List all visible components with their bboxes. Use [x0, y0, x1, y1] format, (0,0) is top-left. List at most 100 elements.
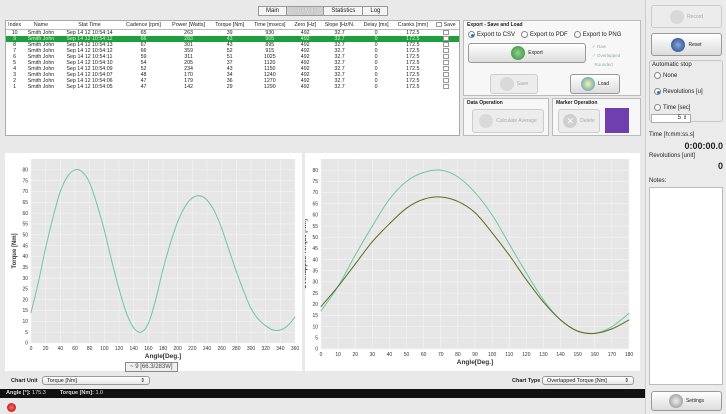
marker-color-swatch[interactable] — [605, 108, 629, 133]
stop-revolutions-radio[interactable]: Revolutions [u] — [650, 82, 722, 101]
tab-log[interactable]: Log — [362, 6, 389, 16]
column-header[interactable]: Power [Watts] — [166, 21, 211, 30]
data-point — [440, 196, 442, 198]
table-row[interactable]: 8 Smith John Sep 14 12 10:54:13 67 301 43 895 4… — [6, 42, 459, 48]
table-cell-save — [433, 84, 459, 90]
column-header[interactable]: Delay [ms] — [359, 21, 393, 30]
radio-icon — [573, 31, 581, 38]
data-point — [354, 254, 356, 256]
stop-none-radio[interactable]: None — [650, 69, 722, 82]
column-header[interactable]: Stat Time — [58, 21, 121, 30]
notes-textarea[interactable] — [649, 187, 723, 385]
record-button[interactable]: Record — [651, 5, 722, 28]
table-cell: 52 — [226, 47, 233, 54]
x-tick-label: 170 — [608, 352, 617, 358]
table-row[interactable]: 2 Smith John Sep 14 12 10:54:06 47 179 36 1270… — [6, 78, 459, 84]
chart-unit-select[interactable]: Torque [Nm] ⇕ — [42, 376, 150, 385]
stop-value-stepper[interactable]: 5 — [651, 114, 691, 123]
table-row[interactable]: 3 Smith John Sep 14 12 10:54:07 48 170 34 1240… — [6, 72, 459, 78]
table-row[interactable]: 7 Smith John Sep 14 12 10:54:12 66 359 52 915 4… — [6, 48, 459, 54]
rounded-checkbox[interactable]: Rounded — [592, 60, 620, 69]
column-header[interactable]: Torque [Nm] — [210, 21, 249, 30]
row-save-checkbox[interactable] — [442, 84, 449, 90]
row-save-checkbox[interactable] — [442, 53, 449, 59]
stop-time-radio[interactable]: Time [sec] — [650, 101, 722, 114]
load-button[interactable]: Load — [570, 74, 620, 94]
tab-analysis[interactable]: Analysis — [286, 6, 325, 16]
y-tick-label: 75 — [312, 179, 318, 185]
table-row[interactable]: 4 Smith John Sep 14 12 10:54:09 52 234 43 1150… — [6, 66, 459, 72]
raw-label: Raw — [597, 44, 607, 49]
data-point — [594, 332, 596, 334]
row-save-checkbox[interactable] — [442, 72, 449, 78]
column-header[interactable]: Zero [Hz] — [290, 21, 320, 30]
export-options: ✓ Raw ✓ Overlapped Rounded — [592, 42, 620, 69]
chart-type-value: Overlapped Torque [Nm] — [547, 377, 607, 384]
data-point — [474, 212, 476, 214]
row-save-checkbox[interactable] — [442, 47, 449, 53]
data-point — [184, 206, 186, 208]
delete-marker-button[interactable]: ✕ Delete — [558, 109, 600, 133]
column-header[interactable]: Time [msecs] — [248, 21, 291, 30]
x-tick-label: 160 — [144, 346, 153, 352]
x-tick-label: 260 — [217, 346, 226, 352]
settings-button[interactable]: Settings — [651, 391, 722, 411]
table-row[interactable]: 5 Smith John Sep 14 12 10:54:10 54 205 37 1120… — [6, 60, 459, 66]
data-point — [406, 180, 408, 182]
row-save-checkbox[interactable] — [442, 41, 449, 47]
radio-icon — [521, 31, 529, 38]
reset-button[interactable]: Reset — [651, 33, 722, 56]
export-pdf-radio[interactable]: Export to PDF — [521, 31, 568, 38]
data-point — [388, 223, 390, 225]
stop-revolutions-label: Revolutions [u] — [663, 89, 703, 96]
column-header[interactable]: Cranks [mm] — [392, 21, 433, 30]
save-all-checkbox[interactable] — [436, 21, 443, 27]
data-point — [337, 285, 339, 287]
data-point — [103, 229, 105, 231]
torque-chart[interactable]: 0 20 40 60 80 100 120 140 160 180 200 220 240 260 280 3… — [5, 153, 302, 371]
x-tick-label: 160 — [591, 352, 600, 358]
export-format-group: Export to CSV Export to PDF Export to PN… — [468, 31, 621, 38]
column-header[interactable]: Index — [6, 21, 24, 30]
calculate-average-button[interactable]: Calculate Average — [472, 109, 544, 133]
row-save-checkbox[interactable] — [442, 35, 449, 41]
column-header[interactable]: Name — [23, 21, 59, 30]
y-tick-label: 30 — [22, 276, 28, 282]
table-cell: 905 — [248, 35, 291, 42]
delete-icon: ✕ — [563, 114, 578, 128]
raw-checkbox[interactable]: ✓ Raw — [592, 44, 607, 49]
save-button[interactable]: Save — [490, 74, 538, 94]
table-cell: 0 — [359, 35, 393, 42]
table-row[interactable]: 9 Smith John Sep 14 12 10:54:12 66 283 43 905 4… — [6, 35, 459, 42]
column-header-save[interactable]: Save — [432, 21, 459, 30]
export-png-radio[interactable]: Export to PNG — [573, 31, 621, 38]
table-cell: 34 — [226, 72, 233, 79]
row-save-checkbox[interactable] — [442, 29, 449, 35]
table-cell: 66 — [120, 35, 167, 42]
table-cell: 54 — [140, 59, 147, 66]
table-row[interactable]: 10 Smith John Sep 14 12 10:54:14 65 263 39 930… — [6, 29, 459, 36]
table-cell: 172.5 — [406, 53, 420, 60]
table-row[interactable]: 1 Smith John Sep 14 12 10:54:05 47 142 29 1290… — [6, 84, 459, 90]
overlapped-checkbox[interactable]: ✓ Overlapped — [592, 53, 621, 58]
export-button[interactable]: Export — [468, 43, 586, 63]
sessions-table[interactable]: Index Name Stat Time Cadence [rpm] Power [Wa… — [5, 20, 460, 136]
table-cell: 492 — [300, 53, 310, 60]
save-icon — [499, 77, 514, 91]
column-header[interactable]: Cadence [rpm] — [120, 21, 167, 30]
overlapped-chart[interactable]: 0 10 20 30 40 50 60 70 80 90 100 110 120 130 140 150 160… — [302, 153, 640, 371]
data-point — [611, 328, 613, 330]
row-save-checkbox[interactable] — [442, 60, 449, 66]
row-save-checkbox[interactable] — [442, 66, 449, 72]
y-tick-label: 0 — [315, 347, 318, 353]
table-cell: 263 — [184, 29, 193, 36]
chart-type-select[interactable]: Overlapped Torque [Nm] ⇕ — [542, 376, 634, 385]
stepper-arrows-icon[interactable]: ⇕ — [683, 115, 688, 121]
tab-main[interactable]: Main — [258, 6, 288, 16]
table-row[interactable]: 6 Smith John Sep 14 12 10:54:11 59 311 51 1025… — [6, 54, 459, 60]
tab-statistics[interactable]: Statistics — [323, 6, 364, 16]
column-header[interactable]: Slope [Hz/N. — [319, 21, 360, 30]
row-save-checkbox[interactable] — [442, 78, 449, 84]
export-csv-radio[interactable]: Export to CSV — [468, 31, 515, 38]
table-cell: 179 — [184, 78, 193, 85]
